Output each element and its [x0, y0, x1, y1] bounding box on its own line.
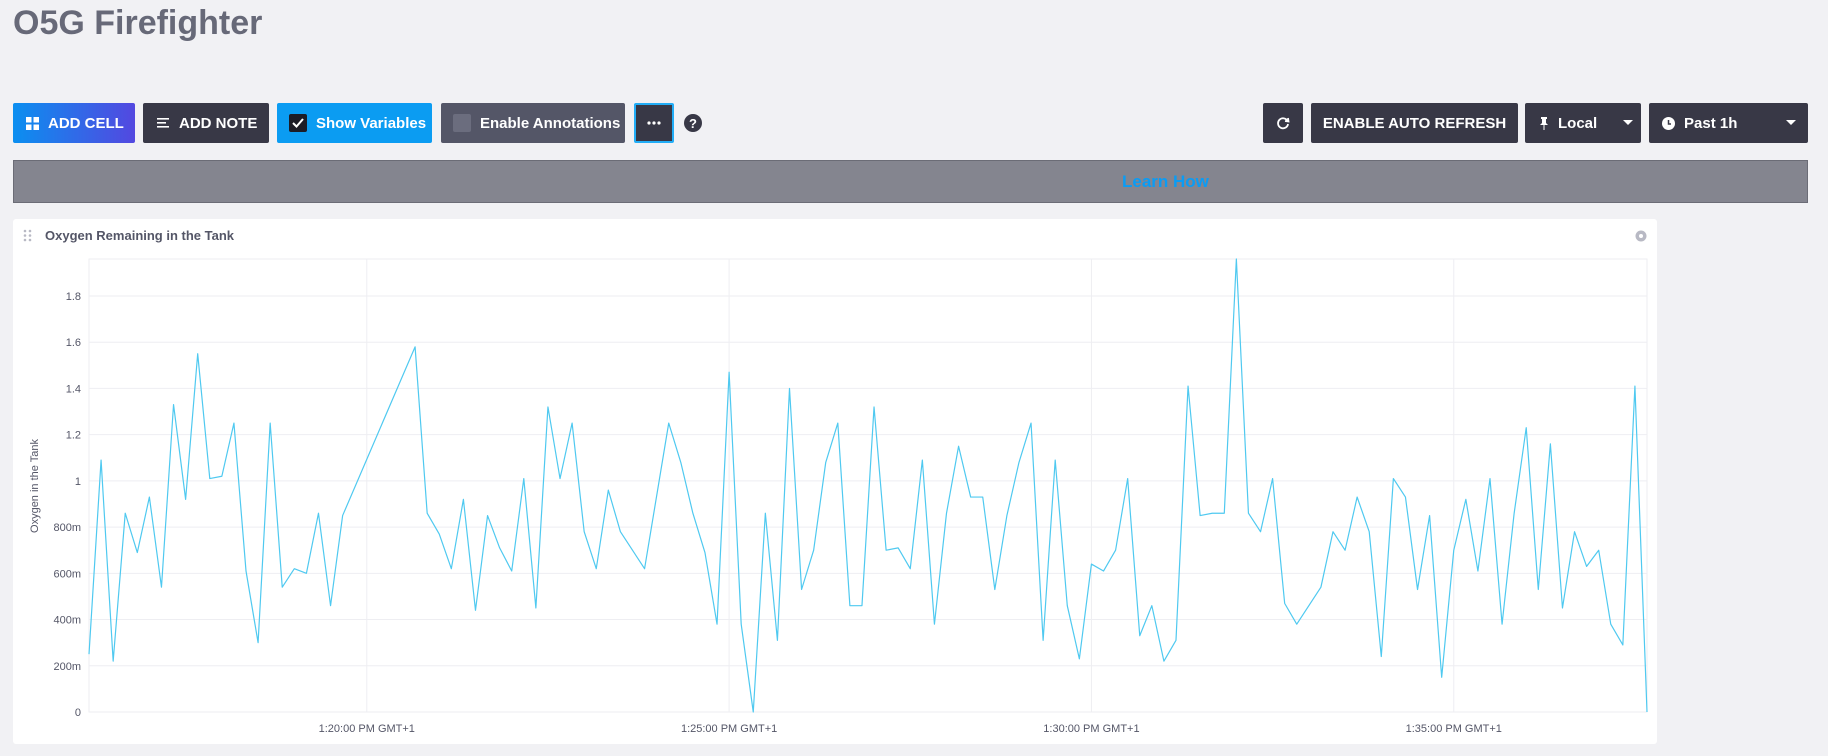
button-label: ADD CELL — [48, 114, 124, 132]
svg-text:?: ? — [689, 116, 697, 131]
x-tick-label: 1:25:00 PM GMT+1 — [681, 723, 777, 735]
y-tick-label: 1.2 — [66, 430, 81, 442]
button-label: ADD NOTE — [179, 114, 258, 132]
x-tick-label: 1:30:00 PM GMT+1 — [1043, 723, 1139, 735]
clock-icon — [1662, 116, 1675, 130]
more-button[interactable] — [634, 103, 674, 143]
cell-title: Oxygen Remaining in the Tank — [45, 228, 235, 243]
data-line — [88, 258, 1648, 713]
y-tick-label: 1.8 — [66, 291, 81, 303]
y-tick-label: 600m — [53, 568, 81, 580]
settings-icon[interactable] — [1635, 230, 1647, 242]
button-label: Local — [1558, 114, 1598, 132]
x-tick-label: 1:20:00 PM GMT+1 — [319, 723, 415, 735]
time-range-dropdown[interactable]: Past 1h — [1649, 103, 1808, 143]
notice-banner: Learn How — [13, 160, 1808, 203]
y-tick-label: 1.6 — [66, 337, 81, 349]
help-icon[interactable]: ? — [683, 113, 703, 133]
drag-handle[interactable] — [23, 229, 32, 242]
timezone-dropdown[interactable]: Local — [1525, 103, 1641, 143]
chart: Oxygen Remaining in the Tank Oxygen in t… — [23, 228, 1648, 735]
pin-icon — [1540, 116, 1548, 130]
show-variables-toggle[interactable]: Show Variables — [277, 103, 432, 143]
button-label: ENABLE AUTO REFRESH — [1322, 114, 1507, 132]
add-cell-button[interactable]: ADD CELL — [13, 103, 135, 143]
dashboard-title: O5G Firefighter — [13, 4, 263, 42]
checkbox — [453, 114, 471, 132]
note-icon — [157, 118, 169, 128]
dots-icon — [647, 121, 661, 125]
plot-border — [88, 258, 1648, 713]
enable-annotations-toggle[interactable]: Enable Annotations — [441, 103, 625, 143]
x-tick-label: 1:35:00 PM GMT+1 — [1406, 723, 1502, 735]
y-tick-label: 1.4 — [66, 383, 81, 395]
button-label: Past 1h — [1684, 114, 1738, 132]
refresh-icon — [1277, 117, 1290, 130]
y-tick-label: 400m — [53, 615, 81, 627]
y-tick-label: 800m — [53, 522, 81, 534]
add-note-button[interactable]: ADD NOTE — [143, 103, 269, 143]
y-axis-label: Oxygen in the Tank — [29, 439, 41, 533]
button-label: Enable Annotations — [480, 114, 621, 132]
button-label: Show Variables — [316, 114, 427, 132]
y-tick-label: 0 — [75, 707, 81, 719]
caret-icon — [1623, 120, 1633, 125]
checkbox-checked — [289, 114, 307, 132]
learn-how-link[interactable]: Learn How — [1122, 172, 1209, 191]
caret-icon — [1786, 120, 1796, 125]
grid-icon — [26, 116, 39, 130]
auto-refresh-button[interactable]: ENABLE AUTO REFRESH — [1311, 103, 1518, 143]
y-tick-label: 200m — [53, 661, 81, 673]
y-tick-label: 1 — [75, 476, 81, 488]
refresh-button[interactable] — [1263, 103, 1303, 143]
dashboard-cell: Oxygen Remaining in the Tank Oxygen in t… — [13, 219, 1657, 744]
